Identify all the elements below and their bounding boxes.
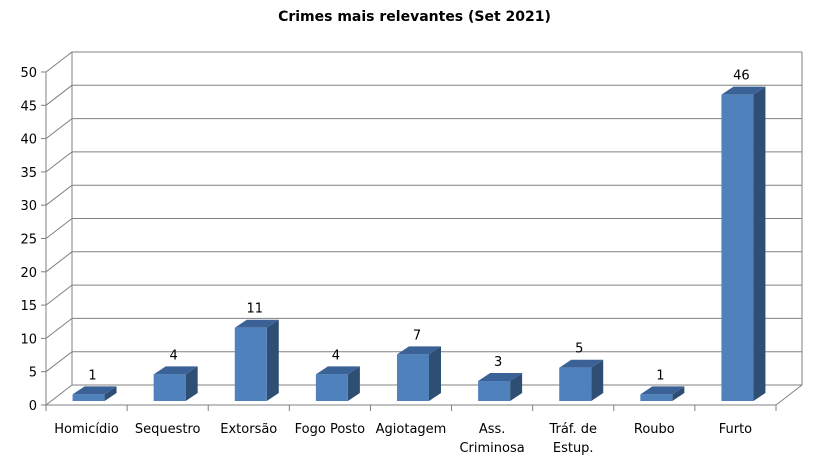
- bar-top: [559, 359, 604, 368]
- bar: [315, 374, 348, 401]
- bar-top: [397, 346, 441, 355]
- x-tick-label: Fogo Posto: [295, 422, 366, 437]
- data-label: 3: [494, 355, 502, 370]
- bar-top: [72, 386, 117, 395]
- bar-side: [591, 359, 604, 401]
- bar-side: [185, 366, 198, 401]
- gridline: [45, 317, 802, 339]
- gridline: [45, 151, 802, 173]
- gridline: [45, 118, 802, 139]
- bar: [478, 381, 511, 401]
- gridline: [45, 384, 802, 406]
- y-tick-label: 20: [20, 266, 37, 281]
- data-label: 46: [733, 69, 750, 84]
- y-tick-label: 15: [20, 299, 37, 314]
- x-tick-label: Homicídio: [54, 422, 119, 437]
- data-label: 4: [170, 348, 178, 363]
- bar-side: [347, 366, 360, 401]
- y-tick-label: 50: [20, 66, 37, 81]
- data-label: 7: [413, 328, 421, 343]
- x-tick-label: Furto: [719, 422, 752, 437]
- y-tick-label: 5: [29, 366, 37, 381]
- gridline: [45, 351, 802, 373]
- bar: [559, 367, 592, 401]
- bar-side: [753, 86, 766, 401]
- gridline: [45, 184, 802, 206]
- gridline: [45, 84, 802, 106]
- gridline: [45, 251, 802, 273]
- gridline: [45, 51, 802, 73]
- y-tick-label: 0: [29, 399, 37, 414]
- data-label: 5: [575, 342, 583, 357]
- bar: [721, 94, 754, 401]
- x-tick-label: Agiotagem: [376, 422, 447, 437]
- x-tick-label: Roubo: [634, 422, 675, 437]
- bar-top: [153, 366, 198, 375]
- bar: [72, 394, 105, 401]
- data-label: 1: [88, 368, 96, 383]
- bar-side: [510, 373, 523, 401]
- y-tick-label: 30: [20, 199, 37, 214]
- bar-layer: [72, 86, 766, 401]
- bar-top: [721, 86, 766, 95]
- data-label: 11: [247, 302, 264, 317]
- floor-right-edge: [775, 384, 803, 406]
- bar: [640, 394, 673, 401]
- bar-side: [429, 346, 441, 401]
- bar-side: [104, 386, 117, 401]
- y-tick-label: 10: [20, 332, 37, 347]
- x-tick-label: Ass. Criminosa: [459, 422, 524, 456]
- bar-side: [672, 386, 685, 401]
- bar: [397, 354, 429, 401]
- y-tick-label: 40: [20, 133, 37, 148]
- y-tick-label: 45: [20, 99, 37, 114]
- x-tick-label: Sequestro: [135, 422, 201, 437]
- label-layer: 051015202530354045501Homicídio4Sequestro…: [20, 66, 752, 456]
- bar-top: [478, 373, 523, 382]
- bar-top: [234, 319, 279, 328]
- gridline: [45, 218, 802, 239]
- bar-top: [315, 366, 360, 375]
- y-tick-label: 35: [20, 166, 37, 181]
- x-tick-label: Extorsão: [220, 422, 277, 437]
- data-label: 4: [332, 348, 340, 363]
- y-tick-label: 25: [20, 233, 37, 248]
- bar-side: [266, 319, 279, 401]
- data-label: 1: [656, 368, 664, 383]
- x-tick-label: Tráf. de Estup.: [548, 422, 597, 456]
- chart-title: Crimes mais relevantes (Set 2021): [278, 9, 551, 25]
- gridline: [45, 284, 802, 306]
- bar-top: [640, 386, 685, 395]
- bar: [234, 327, 267, 401]
- grid-layer: [41, 51, 803, 411]
- bar: [153, 374, 186, 401]
